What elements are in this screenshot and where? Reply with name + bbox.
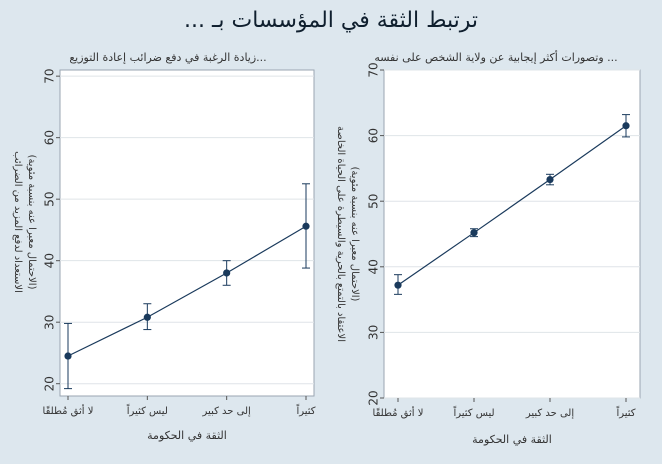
y-axis-label: الاستعداد لدفع المزيد من الضرائب xyxy=(12,151,23,293)
y-tick-label: 20 xyxy=(367,390,381,405)
x-tick-label: ليس كثيراً xyxy=(453,405,494,419)
x-axis-label: الثقة في الحكومة xyxy=(147,429,227,442)
y-tick-label: 30 xyxy=(43,315,57,330)
subplot-title: ... وتصورات أكثر إيجابية عن ولاية الشخص … xyxy=(374,50,617,64)
plot-area xyxy=(383,69,641,399)
y-tick-label: 60 xyxy=(43,130,57,145)
data-point xyxy=(546,175,554,184)
data-point xyxy=(470,229,478,237)
x-tick-label: إلى حد كبير xyxy=(525,408,574,419)
data-point xyxy=(394,281,402,289)
subplot-title: ...زيادة الرغبة في دفع ضرائب إعادة التوز… xyxy=(69,51,266,64)
y-axis-label: الاعتقاد بالتمتع بالحرية والسيطرة على ال… xyxy=(335,126,346,342)
series-line xyxy=(67,225,307,357)
x-tick-label: لا أثق مُطلقًا xyxy=(373,406,424,419)
y-tick-label: 50 xyxy=(367,194,381,209)
data-point xyxy=(622,122,630,130)
y-tick-label: 50 xyxy=(43,192,57,207)
y-tick-label: 40 xyxy=(367,259,381,274)
y-tick-label: 20 xyxy=(43,376,57,391)
y-axis-label-note: (الاحتمال معبرا عنه بنسبة مئوية) xyxy=(349,167,360,302)
data-point xyxy=(64,352,72,360)
plot-area xyxy=(59,69,315,397)
x-tick-label: إلى حد كبير xyxy=(202,406,251,417)
y-tick-label: 40 xyxy=(43,253,57,268)
x-tick-label: كثيراً xyxy=(296,403,315,417)
figure-title: ترتبط الثقة في المؤسسات بـ ... xyxy=(183,8,479,33)
data-point xyxy=(302,222,310,230)
chart-panel-0: 20 30 40 50 60 70 لا أثق مُطلقًا ليس كثيراً إلى … xyxy=(328,46,652,456)
y-tick-label: 60 xyxy=(367,128,381,143)
y-tick-label: 70 xyxy=(43,69,57,84)
y-axis-label-note: (الاحتمال معبرا عنه بنسبة مئوية) xyxy=(26,155,37,290)
chart-panel-1: 20 30 40 50 60 70 لا أثق مُطلقًا ليس كثيراً إلى … xyxy=(6,46,324,456)
x-tick-label: لا أثق مُطلقًا xyxy=(43,404,94,417)
data-point xyxy=(223,269,231,277)
series-line xyxy=(397,125,627,286)
data-point xyxy=(143,313,151,321)
x-tick-label: كثيراً xyxy=(616,405,635,419)
y-tick-label: 70 xyxy=(367,62,381,77)
x-axis-label: الثقة في الحكومة xyxy=(472,433,552,446)
x-tick-label: ليس كثيراً xyxy=(127,403,168,417)
y-tick-label: 30 xyxy=(367,325,381,340)
